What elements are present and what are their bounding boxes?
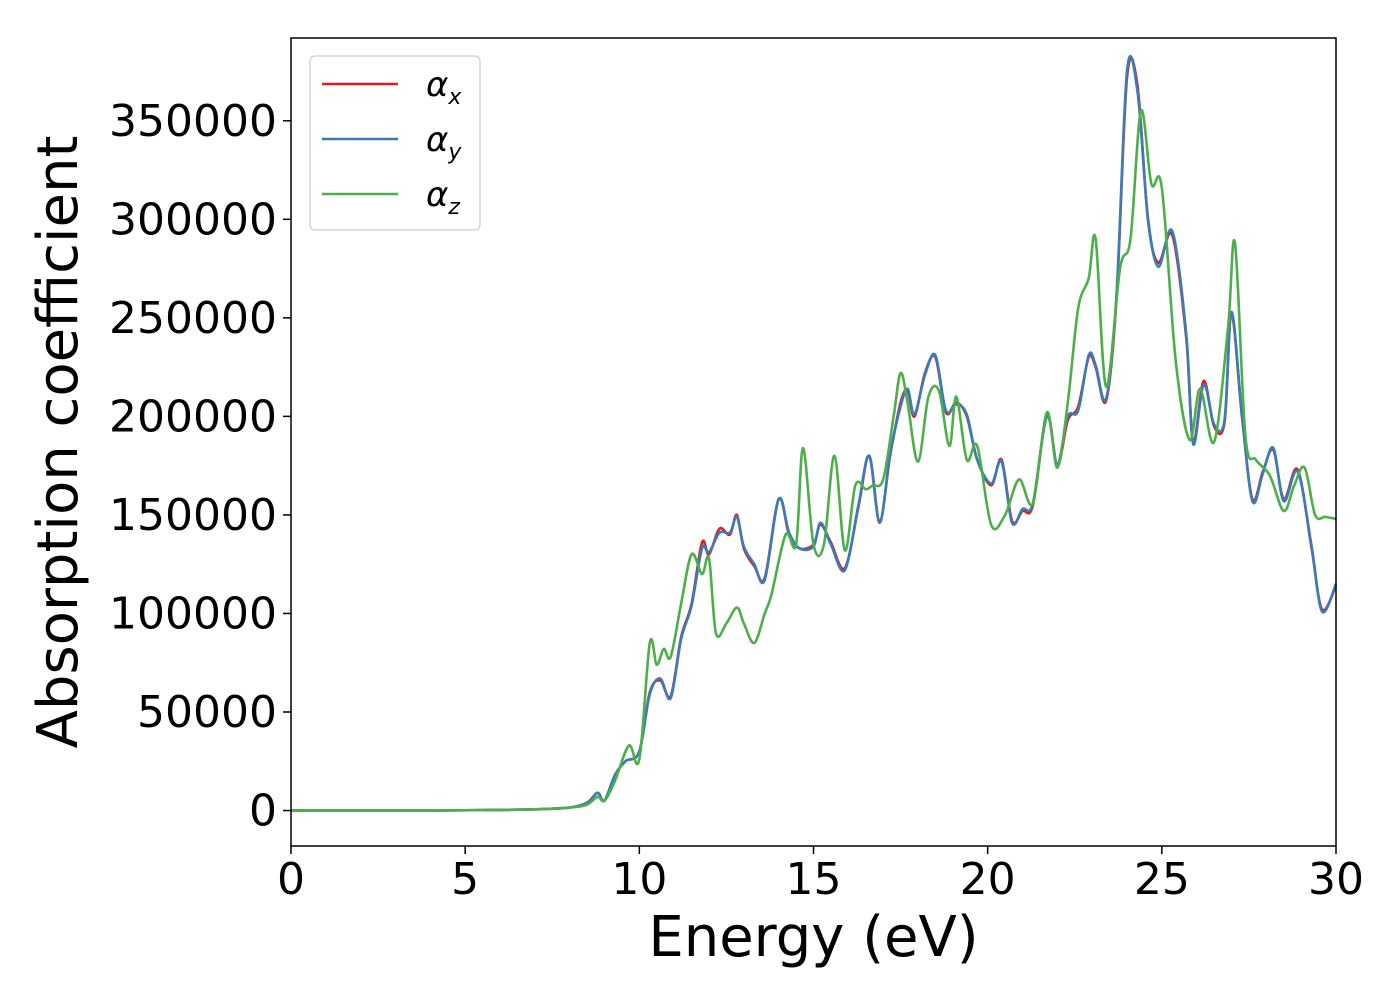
y-tick-label: 200000 — [109, 391, 277, 442]
series-line-z — [291, 109, 1337, 812]
y-axis-label: Absorption coefficient — [26, 136, 91, 749]
y-tick-label: 150000 — [109, 490, 277, 541]
y-tick-label: 250000 — [109, 293, 277, 344]
x-axis-label: Energy (eV) — [648, 905, 978, 970]
x-tick-label: 5 — [451, 854, 479, 905]
legend: αx αy αz — [309, 55, 481, 231]
legend-box — [309, 55, 481, 231]
series-line-y — [291, 54, 1338, 812]
legend-label-x: αx — [426, 65, 462, 110]
y-tick-label: 300000 — [109, 194, 277, 245]
plot-lines — [291, 54, 1338, 812]
x-tick-label: 10 — [611, 854, 667, 905]
x-axis-ticks: 0 5 10 15 20 25 30 — [277, 846, 1364, 905]
x-tick-label: 0 — [277, 854, 305, 905]
y-axis-ticks: 0 50000 100000 150000 200000 250000 300000 3500… — [109, 96, 291, 837]
y-tick-label: 0 — [249, 786, 277, 837]
x-tick-label: 25 — [1134, 854, 1190, 905]
legend-label-y: αy — [426, 120, 462, 165]
x-tick-label: 20 — [960, 854, 1016, 905]
y-tick-label: 100000 — [109, 588, 277, 639]
y-tick-label: 50000 — [137, 687, 277, 738]
x-tick-label: 15 — [786, 854, 842, 905]
legend-label-z: αz — [426, 175, 460, 220]
x-tick-label: 30 — [1308, 854, 1364, 905]
y-tick-label: 350000 — [109, 96, 277, 147]
